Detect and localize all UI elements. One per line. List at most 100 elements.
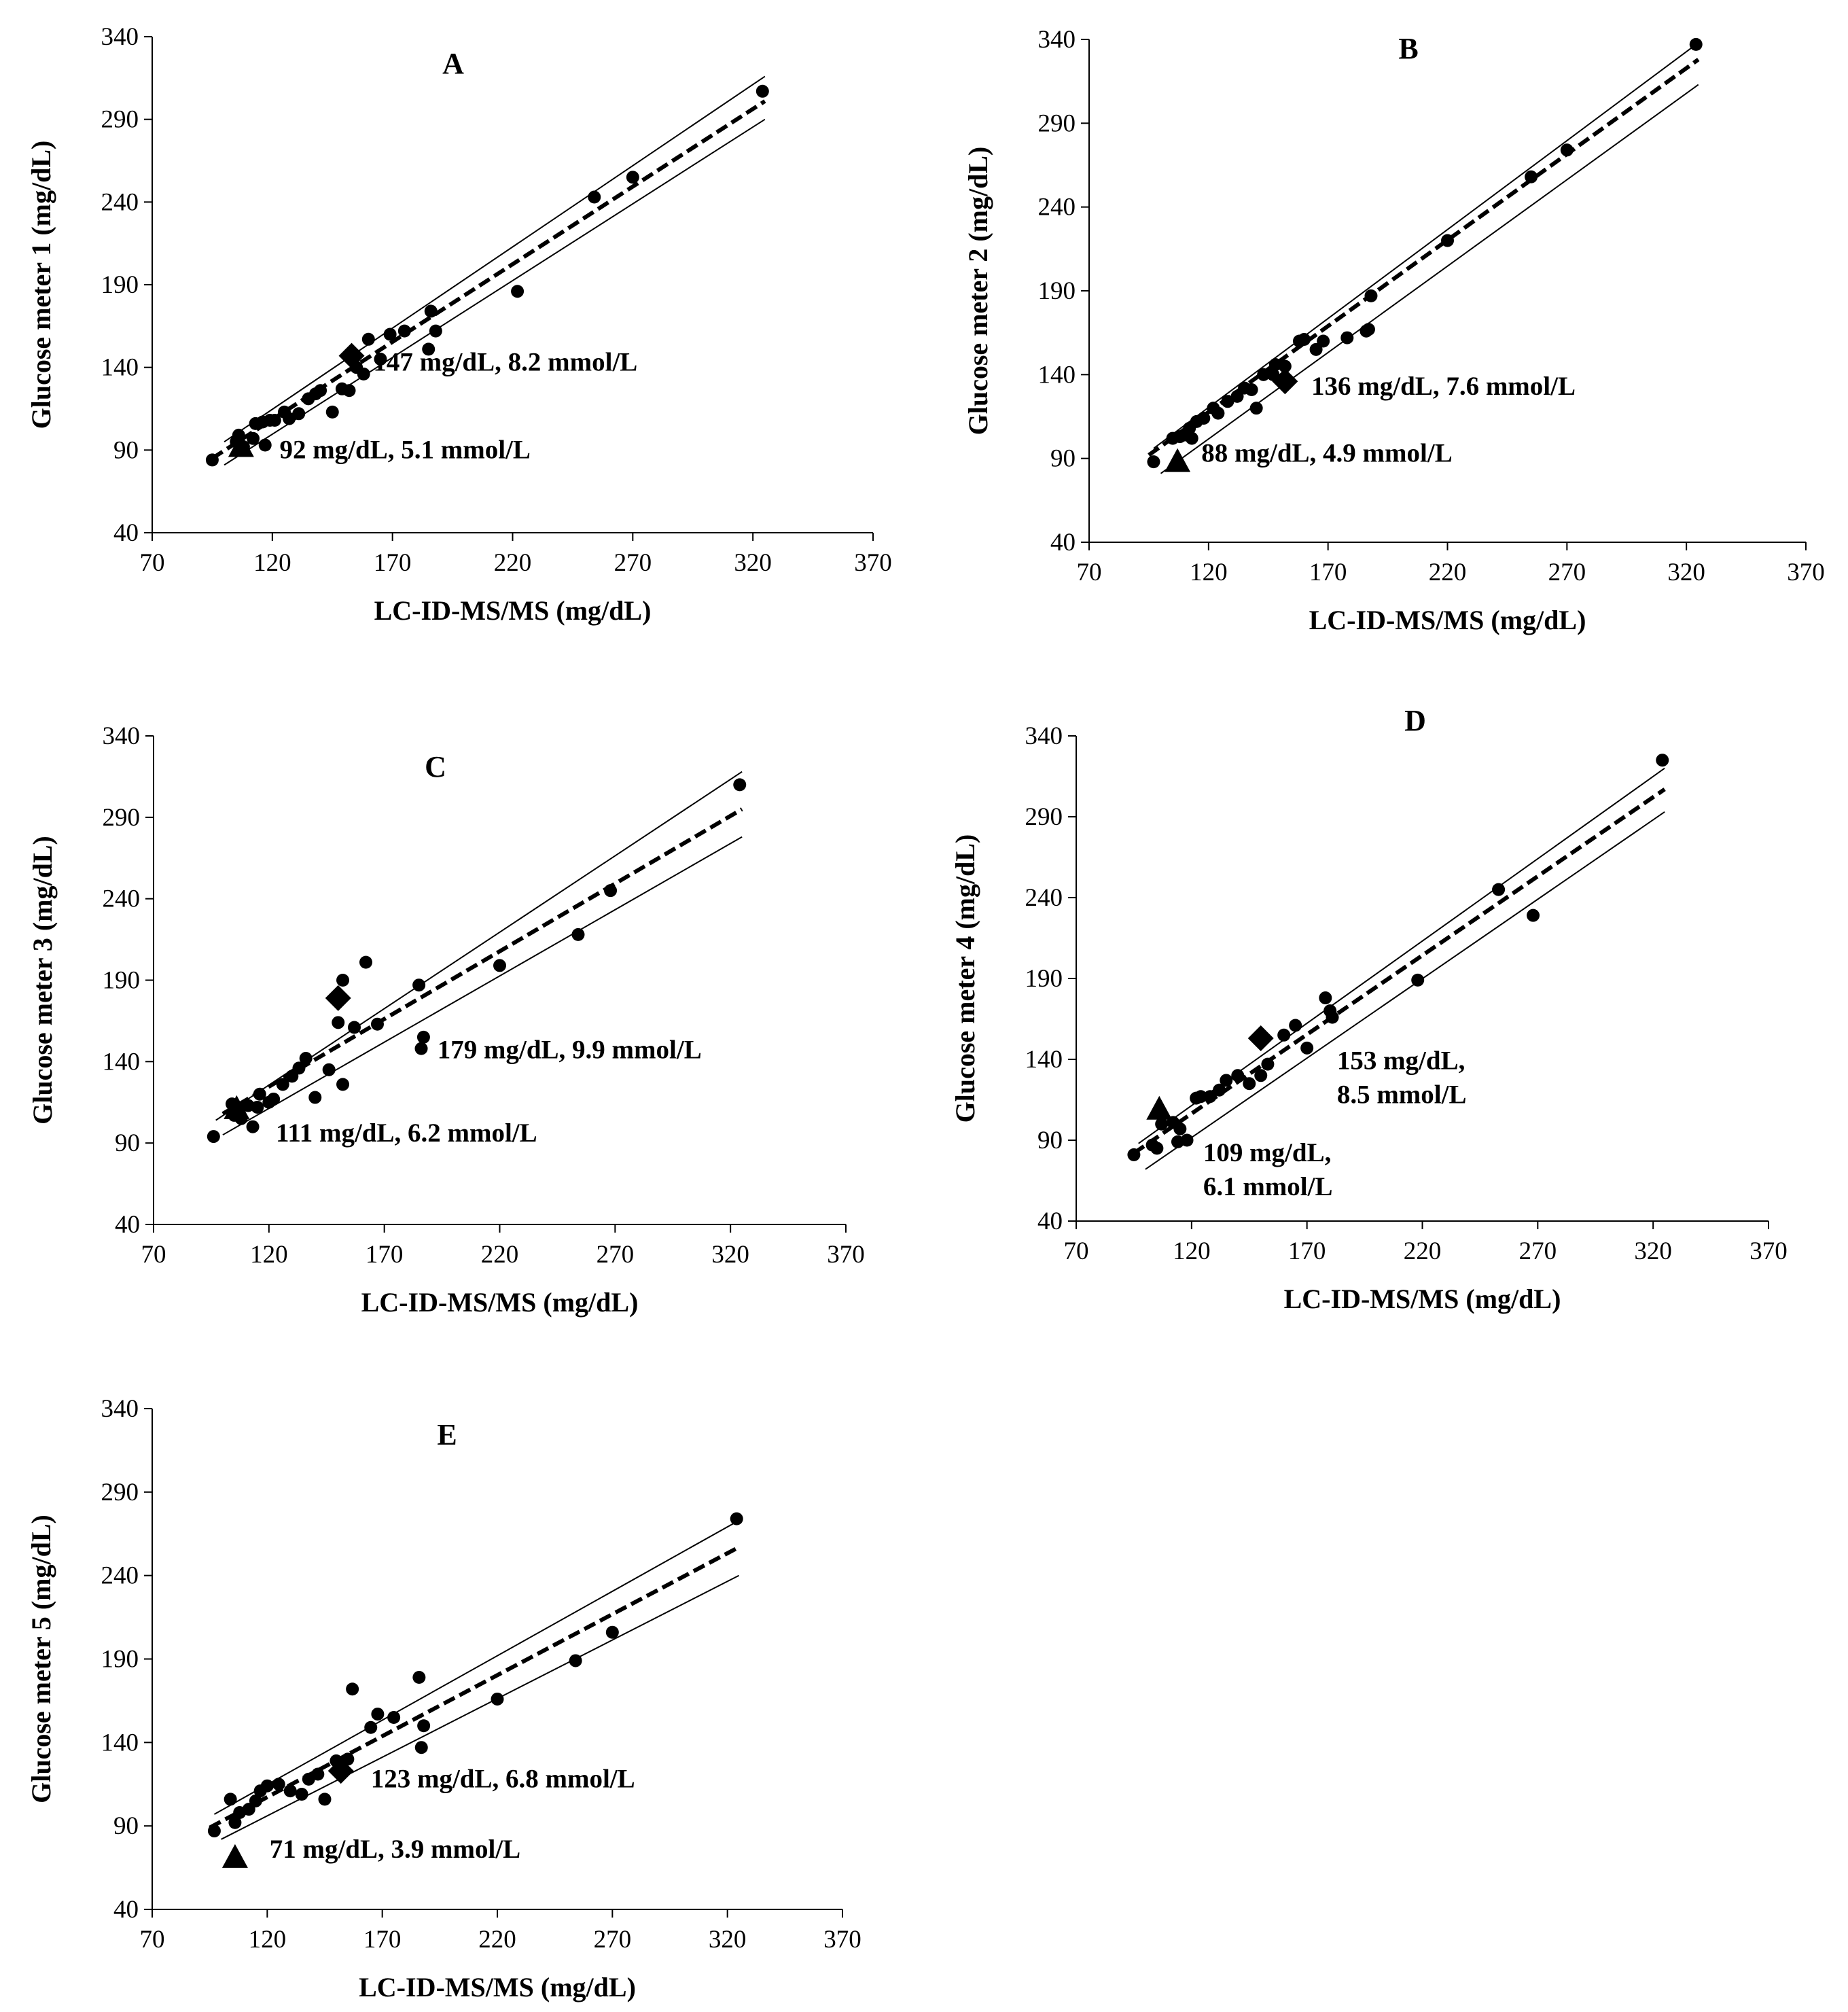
x-tick-label: 320 [734,549,772,577]
y-tick-label: 340 [101,23,139,51]
data-point [1527,908,1540,922]
x-tick-label: 370 [827,1241,865,1269]
y-tick-label: 190 [1038,277,1076,305]
panel-c: 40 90 140 190 240 290 340 70 120 170 220 270 320 370 L… [27,722,865,1318]
x-tick-label: 270 [1519,1237,1557,1265]
data-point [283,412,296,425]
x-tick-label: 370 [823,1926,861,1954]
data-point [332,1016,345,1029]
x-tick-label: 370 [854,549,892,577]
highlight-diamond-marker [325,985,351,1011]
data-point [733,778,747,792]
data-point [1689,37,1703,51]
highlight-triangle-marker [228,433,254,457]
x-axis-title: LC-ID-MS/MS (mg/dL) [1309,605,1586,635]
upper-bound-line [1153,42,1699,449]
data-point [311,1767,325,1781]
upper-bound-line [213,1519,740,1815]
y-tick-label: 240 [101,1562,139,1590]
data-point [251,1100,264,1114]
data-point [1147,455,1160,469]
data-point [253,1087,266,1101]
data-point [1127,1148,1141,1161]
x-tick-label: 220 [481,1241,519,1269]
y-axis-title: Glucose meter 1 (mg/dL) [26,141,56,429]
data-point [1560,143,1574,157]
data-point [1245,383,1258,397]
data-point [569,1654,582,1667]
data-point [1656,754,1669,767]
y-axis-title: Glucose meter 4 (mg/dL) [950,834,980,1123]
data-point [1213,1083,1226,1097]
data-point [308,1091,322,1104]
x-tick-label: 220 [1429,559,1467,586]
x-tick-label: 120 [1190,559,1228,586]
data-point [1221,395,1234,408]
data-point [493,959,506,972]
data-point [1211,406,1225,420]
y-tick-label: 290 [1025,803,1063,831]
data-point [1441,234,1454,247]
data-point [422,342,436,356]
annotation-label: 153 mg/dL, [1337,1046,1465,1075]
data-point [268,414,281,427]
x-tick-label: 270 [594,1926,632,1954]
data-point [571,928,585,941]
data-point [1277,1028,1291,1042]
x-tick-label: 370 [1749,1237,1788,1265]
data-point [397,324,411,338]
data-point [1289,1019,1302,1032]
data-point [364,1720,378,1734]
x-tick-label: 220 [478,1926,516,1954]
y-tick-label: 190 [103,967,141,995]
annotation-label: 179 mg/dL, 9.9 mmol/L [438,1036,702,1065]
panel-d: 40 90 140 190 240 290 340 70 120 170 220 270 320 370 L… [950,704,1788,1314]
data-point [383,328,397,341]
data-point [387,1710,401,1724]
y-tick-label: 90 [115,1129,140,1157]
y-tick-label: 190 [101,1646,139,1674]
y-tick-label: 340 [1038,26,1076,54]
y-tick-label: 40 [113,519,139,547]
annotation-label: 88 mg/dL, 4.9 mmol/L [1201,439,1452,468]
regression-line [211,99,766,461]
data-point [1317,334,1330,348]
data-point [756,84,769,98]
data-point [370,1017,384,1031]
data-point [276,1078,289,1091]
y-tick-label: 90 [1037,1127,1063,1154]
annotation-label: 109 mg/dL, [1203,1138,1332,1167]
data-point [605,1625,619,1639]
highlight-diamond-marker [338,342,365,369]
highlight-triangle-marker [224,1095,250,1119]
data-point [412,1671,426,1684]
data-point [205,453,219,467]
annotation-label: 6.1 mmol/L [1203,1172,1333,1201]
y-tick-label: 140 [103,1048,141,1076]
data-point [260,1779,274,1793]
data-point [342,384,356,398]
data-point [1254,1069,1268,1082]
highlight-diamond-marker [327,1758,354,1784]
y-tick-label: 90 [113,436,139,464]
data-point [1309,342,1323,356]
x-tick-label: 120 [253,549,291,577]
data-point [417,1719,431,1733]
data-point [292,1061,306,1075]
y-axis-title: Glucose meter 5 (mg/dL) [26,1515,56,1803]
panel-a: 40 90 140 190 240 290 340 70 120 170 220 270 320 370 L… [26,23,892,626]
data-point [1278,359,1292,373]
data-point [357,367,370,381]
upper-bound-line [224,75,766,442]
x-tick-label: 220 [1404,1237,1442,1265]
y-tick-label: 340 [101,1395,139,1423]
y-tick-label: 190 [1025,965,1063,993]
data-point [1173,1122,1187,1135]
annotation-label: 123 mg/dL, 6.8 mmol/L [371,1765,635,1794]
x-tick-label: 320 [1667,559,1705,586]
data-point [207,1824,221,1838]
x-tick-label: 170 [1309,559,1347,586]
data-point [1249,402,1263,415]
data-point [1220,1074,1233,1087]
